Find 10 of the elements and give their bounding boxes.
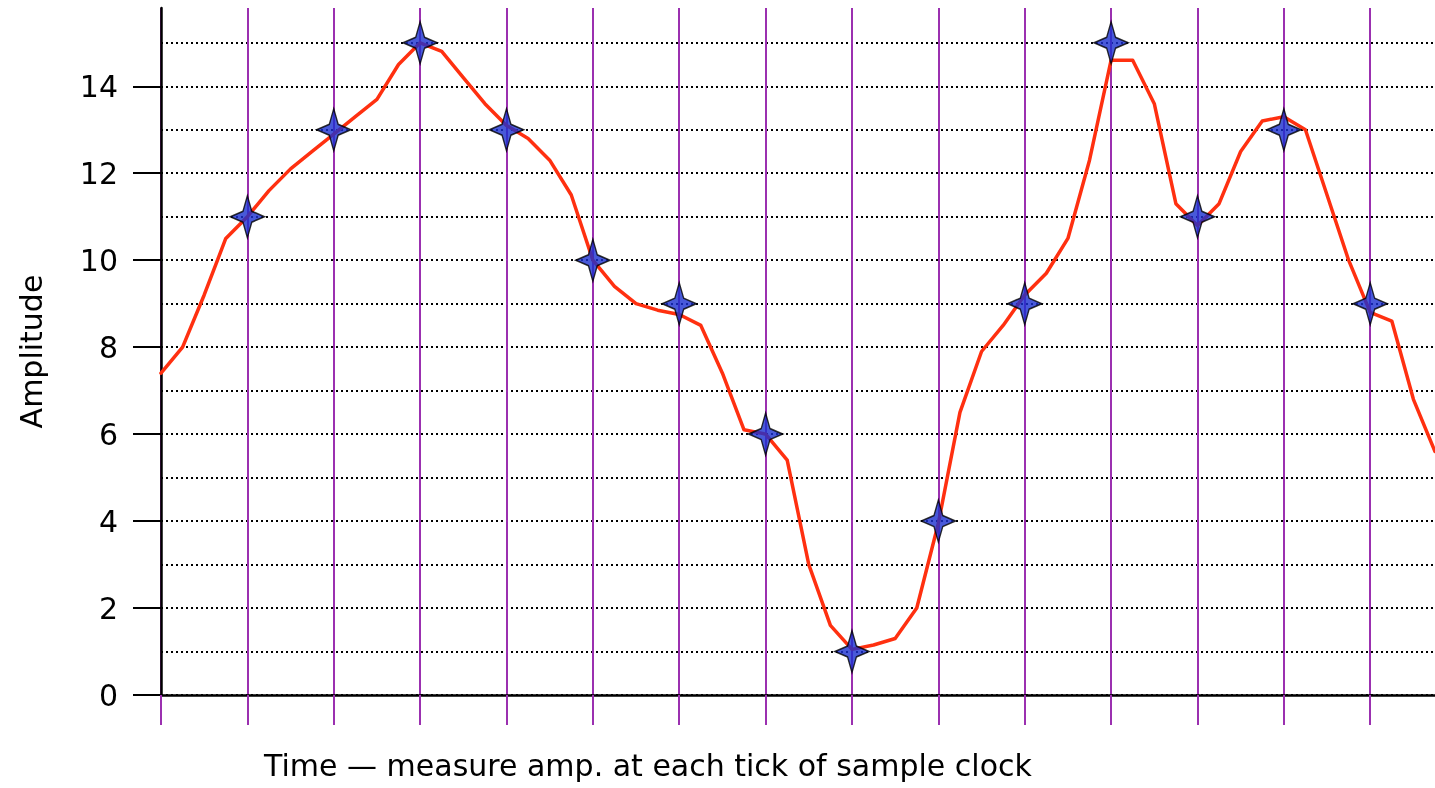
y-tick-label: 0 (98, 677, 118, 713)
y-axis-title: Amplitude (13, 274, 49, 429)
y-tick-label: 14 (79, 68, 118, 104)
y-tick-label: 10 (79, 242, 118, 278)
y-tick-label: 4 (98, 503, 118, 539)
y-tick-label: 12 (79, 155, 118, 191)
y-tick-label: 2 (98, 590, 118, 626)
y-tick-label: 8 (98, 329, 118, 365)
x-axis-title: Time — measure amp. at each tick of sample clock (263, 747, 1033, 783)
y-tick-label: 6 (98, 416, 118, 452)
